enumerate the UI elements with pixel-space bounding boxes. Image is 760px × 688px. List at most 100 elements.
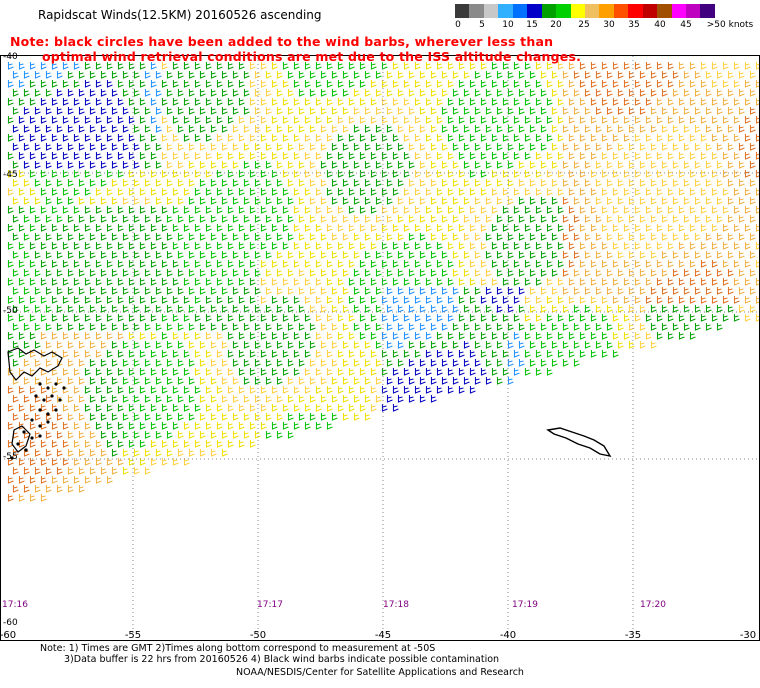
- wind-barb: [23, 467, 30, 475]
- wind-barb: [381, 224, 388, 232]
- wind-barb: [183, 116, 190, 124]
- wind-barb: [40, 188, 47, 196]
- wind-barb: [183, 422, 190, 430]
- wind-barb: [612, 314, 619, 322]
- wind-barb: [326, 206, 333, 214]
- wind-barb: [414, 350, 421, 358]
- wind-barb: [623, 314, 630, 322]
- wind-barb: [7, 62, 14, 70]
- wind-barb: [117, 314, 124, 322]
- wind-barb: [150, 260, 157, 268]
- wind-barb: [606, 215, 613, 223]
- wind-barb: [161, 350, 168, 358]
- wind-barb: [331, 377, 338, 385]
- wind-barb: [23, 89, 30, 97]
- wind-barb: [612, 80, 619, 88]
- wind-barb: [474, 161, 481, 169]
- wind-barb: [590, 206, 597, 214]
- wind-barb: [260, 260, 267, 268]
- wind-barb: [56, 215, 63, 223]
- wind-barb: [243, 89, 250, 97]
- wind-barb: [78, 125, 85, 133]
- wind-barb: [271, 224, 278, 232]
- wind-barb: [364, 413, 371, 421]
- wind-barb: [694, 179, 701, 187]
- wind-barb: [238, 152, 245, 160]
- wind-barb: [513, 278, 520, 286]
- wind-barb: [172, 206, 179, 214]
- wind-barb: [18, 134, 25, 142]
- wind-barb: [265, 161, 272, 169]
- wind-barb: [144, 305, 151, 313]
- wind-barb: [304, 116, 311, 124]
- wind-barb: [315, 314, 322, 322]
- wind-barb: [122, 269, 129, 277]
- wind-barb: [45, 395, 52, 403]
- wind-barb: [177, 89, 184, 97]
- wind-barb: [722, 62, 729, 70]
- wind-barb: [425, 332, 432, 340]
- wind-barb: [227, 278, 234, 286]
- wind-barb: [326, 98, 333, 106]
- wind-barb: [540, 287, 547, 295]
- wind-barb: [650, 143, 657, 151]
- wind-barb: [744, 170, 751, 178]
- wind-barb: [584, 233, 591, 241]
- wind-barb: [557, 350, 564, 358]
- wind-barb: [711, 260, 718, 268]
- wind-barb: [551, 161, 558, 169]
- wind-barb: [496, 377, 503, 385]
- wind-barb: [67, 89, 74, 97]
- wind-barb: [463, 377, 470, 385]
- wind-barb: [265, 431, 272, 439]
- wind-barb: [584, 305, 591, 313]
- wind-barb: [304, 332, 311, 340]
- wind-barb: [166, 233, 173, 241]
- wind-barb: [249, 278, 256, 286]
- wind-barb: [276, 251, 283, 259]
- wind-barb: [430, 269, 437, 277]
- wind-barb: [733, 98, 740, 106]
- wind-barb: [265, 287, 272, 295]
- wind-barb: [260, 404, 267, 412]
- contamination-circle: [62, 386, 66, 390]
- wind-barb: [540, 125, 547, 133]
- wind-barb: [364, 305, 371, 313]
- wind-barb: [161, 296, 168, 304]
- wind-barb: [452, 179, 459, 187]
- wind-barb: [276, 269, 283, 277]
- wind-barb: [551, 125, 558, 133]
- wind-barb: [535, 116, 542, 124]
- wind-barb: [139, 62, 146, 70]
- wind-barb: [45, 305, 52, 313]
- wind-barb: [238, 404, 245, 412]
- wind-barb: [353, 269, 360, 277]
- wind-barb: [183, 98, 190, 106]
- wind-barb: [458, 62, 465, 70]
- wind-barb: [227, 386, 234, 394]
- wind-barb: [601, 62, 608, 70]
- wind-barb: [161, 260, 168, 268]
- wind-barb: [513, 296, 520, 304]
- wind-barb: [95, 260, 102, 268]
- wind-barb: [359, 242, 366, 250]
- wind-barb: [205, 188, 212, 196]
- wind-barb: [342, 269, 349, 277]
- wind-barb: [34, 161, 41, 169]
- wind-barb: [722, 134, 729, 142]
- wind-barb: [221, 89, 228, 97]
- wind-barb: [144, 251, 151, 259]
- wind-barb: [485, 359, 492, 367]
- wind-barb: [485, 305, 492, 313]
- wind-barb: [386, 287, 393, 295]
- wind-barb: [177, 413, 184, 421]
- wind-barb: [507, 107, 514, 115]
- wind-barb: [595, 179, 602, 187]
- wind-barb: [111, 215, 118, 223]
- wind-barb: [161, 386, 168, 394]
- wind-barb: [727, 107, 734, 115]
- wind-barb: [29, 440, 36, 448]
- wind-barb: [727, 287, 734, 295]
- wind-barbs-layer: [7, 62, 760, 502]
